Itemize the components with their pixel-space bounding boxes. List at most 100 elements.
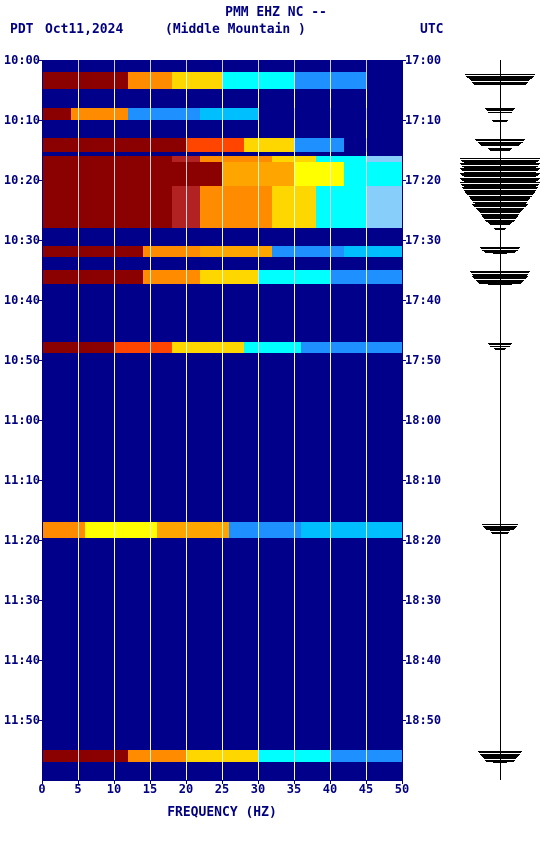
ytick-mark (38, 600, 42, 601)
spectrogram-band (172, 72, 222, 89)
station-name: (Middle Mountain ) (165, 22, 306, 37)
spectrogram-band (42, 108, 71, 120)
ytick-mark (38, 480, 42, 481)
seismogram-trace (488, 284, 511, 285)
ytick-left: 10:10 (0, 113, 40, 127)
spectrogram-band (200, 246, 272, 257)
seismogram-trace (492, 84, 508, 85)
seismogram-trace (493, 253, 507, 254)
gridline (222, 60, 223, 780)
ytick-left: 10:00 (0, 53, 40, 67)
xaxis-label: FREQUENCY (HZ) (42, 805, 402, 820)
gridline (330, 60, 331, 780)
ytick-left: 11:00 (0, 413, 40, 427)
tz-right: UTC (420, 22, 443, 37)
tz-left: PDT (10, 22, 33, 37)
xtick-label: 0 (38, 782, 45, 796)
xtick-label: 10 (107, 782, 121, 796)
spectrogram-band (200, 108, 258, 120)
spectrogram-band (294, 138, 344, 152)
ytick-mark (402, 600, 406, 601)
spectrogram-band (186, 138, 244, 152)
xtick-label: 50 (395, 782, 409, 796)
seismogram-trace (495, 349, 505, 350)
ytick-mark (402, 540, 406, 541)
ytick-mark (402, 300, 406, 301)
ytick-right: 17:10 (405, 113, 445, 127)
spectrogram-band (344, 138, 402, 152)
axis-left (42, 60, 43, 780)
xtick-label: 15 (143, 782, 157, 796)
seismogram-trace (495, 229, 505, 230)
spectrogram-band (344, 246, 402, 257)
ytick-right: 18:30 (405, 593, 445, 607)
spectrogram-band (143, 246, 201, 257)
spectrogram-band (301, 342, 402, 353)
seismogram-panel (460, 60, 540, 780)
spectrogram-band (42, 246, 143, 257)
ytick-right: 18:00 (405, 413, 445, 427)
spectrogram-band (157, 522, 229, 538)
ytick-mark (402, 360, 406, 361)
ytick-right: 17:00 (405, 53, 445, 67)
ytick-left: 11:20 (0, 533, 40, 547)
gridline (294, 60, 295, 780)
title-line1: PMM EHZ NC -- (0, 5, 552, 20)
spectrogram-band (244, 138, 294, 152)
ytick-mark (38, 120, 42, 121)
date: Oct11,2024 (45, 22, 123, 37)
ytick-mark (402, 240, 406, 241)
ytick-mark (38, 420, 42, 421)
seismogram-trace (488, 112, 511, 113)
ytick-right: 17:40 (405, 293, 445, 307)
spectrogram-band (42, 72, 128, 89)
spectrogram-band (42, 750, 128, 762)
ytick-mark (38, 60, 42, 61)
ytick-right: 18:20 (405, 533, 445, 547)
ytick-mark (38, 240, 42, 241)
ytick-mark (402, 720, 406, 721)
seismogram-trace (493, 762, 507, 763)
ytick-left: 11:50 (0, 713, 40, 727)
spectrogram-band (244, 342, 302, 353)
ytick-mark (402, 420, 406, 421)
ytick-left: 11:30 (0, 593, 40, 607)
spectrogram-plot (42, 60, 402, 780)
ytick-mark (402, 60, 406, 61)
ytick-mark (402, 480, 406, 481)
ytick-left: 11:40 (0, 653, 40, 667)
xtick-label: 5 (74, 782, 81, 796)
spectrogram-band (114, 342, 172, 353)
spectrogram-band (366, 72, 402, 89)
gridline (366, 60, 367, 780)
ytick-right: 17:30 (405, 233, 445, 247)
ytick-right: 18:10 (405, 473, 445, 487)
ytick-mark (38, 300, 42, 301)
spectrogram-band (85, 522, 157, 538)
spectrogram-band (229, 522, 301, 538)
gridline (186, 60, 187, 780)
ytick-mark (402, 180, 406, 181)
spectrogram-band (42, 270, 143, 284)
spectrogram-band (200, 270, 258, 284)
ytick-right: 18:50 (405, 713, 445, 727)
seismogram-trace (481, 145, 519, 146)
spectrogram-band (294, 162, 344, 186)
ytick-right: 17:20 (405, 173, 445, 187)
ytick-left: 10:50 (0, 353, 40, 367)
ytick-mark (38, 360, 42, 361)
gridline (150, 60, 151, 780)
gridline (258, 60, 259, 780)
ytick-left: 10:40 (0, 293, 40, 307)
seismogram-trace (490, 224, 509, 225)
ytick-right: 18:40 (405, 653, 445, 667)
ytick-left: 10:30 (0, 233, 40, 247)
spectrogram-band (143, 270, 201, 284)
seismogram-trace (490, 150, 509, 151)
gridline (78, 60, 79, 780)
ytick-mark (402, 660, 406, 661)
xtick-label: 20 (179, 782, 193, 796)
ytick-mark (38, 660, 42, 661)
ytick-right: 17:50 (405, 353, 445, 367)
spectrogram-band (172, 342, 244, 353)
